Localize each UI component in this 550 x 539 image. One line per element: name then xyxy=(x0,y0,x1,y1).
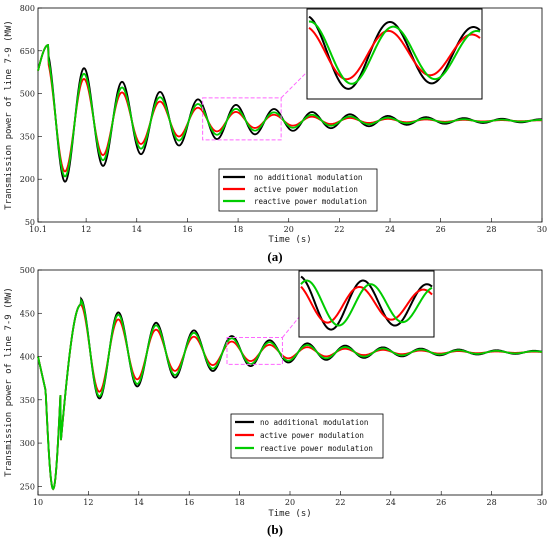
x-axis-label-a: Time (s) xyxy=(268,235,311,245)
x-tick-label-b-4: 18 xyxy=(235,498,245,507)
x-tick-label-b-0: 10 xyxy=(33,498,43,507)
y-tick-label-b-3: 400 xyxy=(20,353,35,362)
x-tick-label-a-6: 22 xyxy=(334,225,344,234)
x-tick-label-b-1: 12 xyxy=(83,498,93,507)
x-tick-label-a-10: 30 xyxy=(537,225,547,234)
legend-label-a-1: active power modulation xyxy=(254,185,358,194)
legend-frame-b xyxy=(230,413,384,459)
legend-b: no additional modulation active power mo… xyxy=(230,413,384,459)
y-tick-label-a-5: 800 xyxy=(20,4,35,13)
x-tick-label-a-4: 18 xyxy=(233,225,243,234)
x-tick-label-b-3: 16 xyxy=(184,498,194,507)
y-tick-label-b-0: 250 xyxy=(20,482,35,491)
inset-series-b xyxy=(300,275,433,331)
y-tick-label-a-3: 500 xyxy=(20,90,35,99)
chart-panel-b: 10 12 14 16 18 20 22 24 26 28 30 250 300 350 400 450 500… xyxy=(4,266,547,537)
plot-frame-b xyxy=(37,269,543,496)
x-tick-label-a-5: 20 xyxy=(284,225,294,234)
legend-label-a-2: reactive power modulation xyxy=(254,197,367,206)
zoom-link-a xyxy=(280,71,308,99)
x-tick-label-a-7: 24 xyxy=(385,225,395,234)
y-tick-label-a-1: 200 xyxy=(20,175,35,184)
y-axis-label-a: Transmission power of line 7-9 (MW) xyxy=(4,20,14,210)
x-tick-label-b-9: 28 xyxy=(487,498,497,507)
y-tick-label-b-5: 500 xyxy=(20,266,35,275)
series-line-b-2 xyxy=(37,298,543,491)
inset-line-a-1 xyxy=(308,26,481,81)
x-tick-label-b-6: 22 xyxy=(335,498,345,507)
x-tick-label-b-7: 24 xyxy=(386,498,396,507)
zoom-region-a xyxy=(202,97,282,141)
series-line-a-2 xyxy=(37,43,543,178)
legend-label-b-0: no additional modulation xyxy=(260,418,368,427)
y-axis-label-b: Transmission power of line 7-9 (MW) xyxy=(4,287,14,477)
x-tick-label-b-10: 30 xyxy=(537,498,547,507)
panel-label-a: (a) xyxy=(267,249,282,264)
legend-label-b-2: reactive power modulation xyxy=(260,444,373,453)
inset-series-a xyxy=(308,15,481,90)
x-tick-label-a-8: 26 xyxy=(436,225,446,234)
ticks-b: 10 12 14 16 18 20 22 24 26 28 30 250 300 350 400 450 500 xyxy=(20,266,547,507)
y-tick-label-b-4: 450 xyxy=(20,309,35,318)
x-tick-label-b-2: 14 xyxy=(134,498,144,507)
legend-frame-a xyxy=(218,168,378,212)
x-axis-label-b: Time (s) xyxy=(268,509,311,519)
x-tick-label-b-5: 20 xyxy=(285,498,295,507)
chart-panel-a: 10.1 12 14 16 18 20 22 24 26 28 30 50 200 350 500 650 80… xyxy=(4,4,547,264)
zoom-region-b xyxy=(226,337,283,365)
plot-frame-a xyxy=(37,7,543,223)
x-tick-label-a-1: 12 xyxy=(81,225,91,234)
inset-line-a-0 xyxy=(308,15,481,90)
inset-a xyxy=(306,8,483,100)
legend-label-a-0: no additional modulation xyxy=(254,173,362,182)
legend-a: no additional modulation active power mo… xyxy=(218,168,378,212)
series-group-a xyxy=(37,43,543,183)
x-tick-label-a-0: 10.1 xyxy=(29,225,47,234)
series-line-b-1 xyxy=(37,303,543,491)
y-tick-label-a-0: 50 xyxy=(25,218,35,227)
ticks-a: 10.1 12 14 16 18 20 22 24 26 28 30 50 200 350 500 650 80… xyxy=(20,4,547,234)
y-tick-label-a-2: 350 xyxy=(20,132,35,141)
x-tick-label-a-3: 16 xyxy=(182,225,192,234)
y-tick-label-a-4: 650 xyxy=(20,47,35,56)
y-tick-label-b-2: 350 xyxy=(20,396,35,405)
legend-label-b-1: active power modulation xyxy=(260,431,364,440)
x-tick-label-a-9: 28 xyxy=(486,225,496,234)
inset-line-a-2 xyxy=(308,20,481,85)
panel-label-b: (b) xyxy=(267,522,283,537)
inset-b xyxy=(298,270,435,338)
series-group-b xyxy=(37,296,543,491)
x-tick-label-a-2: 14 xyxy=(132,225,142,234)
inset-line-b-2 xyxy=(300,279,433,327)
x-tick-label-b-8: 26 xyxy=(436,498,446,507)
inset-line-b-1 xyxy=(300,285,433,324)
zoom-link-b xyxy=(282,316,300,338)
y-tick-label-b-1: 300 xyxy=(20,439,35,448)
